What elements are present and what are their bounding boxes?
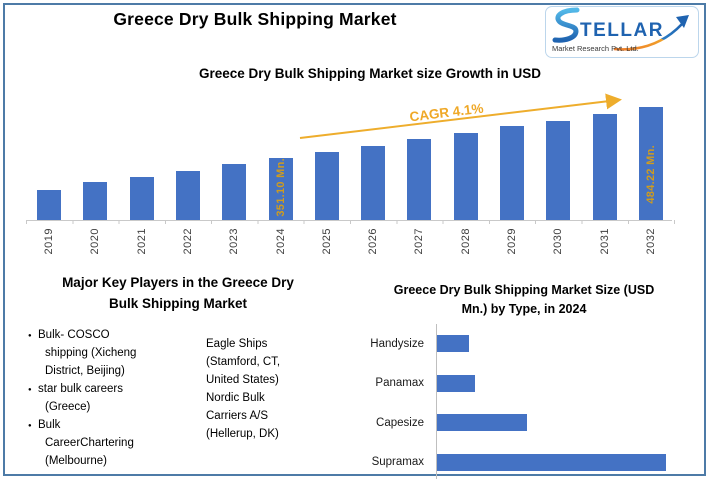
key-players-list: Bulk- COSCO shipping (Xicheng District, … bbox=[28, 326, 198, 470]
type-label: Supramax bbox=[371, 456, 424, 469]
type-row: Capesize bbox=[352, 403, 696, 443]
bar-value-label: 351.10 Mn. bbox=[274, 158, 287, 217]
growth-bar-slot: 2026 bbox=[350, 101, 396, 254]
bar-supramax bbox=[437, 453, 666, 471]
type-chart-title-line1: Greece Dry Bulk Shipping Market Size (US… bbox=[393, 283, 655, 297]
cagr-annotation: CAGR 4.1% bbox=[299, 93, 622, 139]
growth-bar-slot: 2020 bbox=[72, 101, 118, 254]
year-label: 2032 bbox=[644, 228, 657, 255]
year-label: 2028 bbox=[459, 228, 472, 255]
logo-arrow-icon bbox=[613, 23, 683, 51]
bar-2024 bbox=[268, 158, 293, 220]
type-label: Handysize bbox=[370, 337, 424, 350]
key-player-item: Bulk- COSCO shipping (Xicheng District, … bbox=[28, 326, 198, 380]
year-label: 2022 bbox=[181, 228, 194, 255]
growth-bar-slot: 2022 bbox=[165, 101, 211, 254]
type-label: Capesize bbox=[376, 416, 424, 429]
growth-bar-slot: 2027 bbox=[396, 101, 442, 254]
type-label: Panamax bbox=[375, 377, 424, 390]
key-players-columns: Bulk- COSCO shipping (Xicheng District, … bbox=[12, 322, 344, 470]
growth-bar-slot: 2019 bbox=[26, 101, 72, 254]
bar-2026 bbox=[361, 145, 386, 220]
growth-bar-slot: 351.10 Mn. 2024 bbox=[257, 101, 303, 254]
stellar-logo-graphic: TELLAR Market Research Pvt. Ltd. bbox=[552, 7, 689, 53]
year-label: 2027 bbox=[413, 228, 426, 255]
logo-arrowhead-icon bbox=[676, 15, 689, 28]
key-players-heading: Major Key Players in the Greece Dry Bulk… bbox=[28, 272, 328, 314]
stellar-s-swoosh bbox=[552, 7, 580, 43]
key-player-item: Bulk CareerChartering (Melbourne) bbox=[28, 416, 198, 470]
type-rows: Handysize Panamax Capesize Supramax bbox=[352, 324, 696, 479]
bar-2028 bbox=[453, 132, 478, 220]
bar-2020 bbox=[83, 182, 108, 220]
bar-2027 bbox=[407, 139, 432, 220]
growth-bar-slot: 2031 bbox=[581, 101, 627, 254]
year-label: 2023 bbox=[228, 228, 241, 255]
year-label: 2026 bbox=[367, 228, 380, 255]
type-row: Supramax bbox=[352, 442, 696, 479]
bar-capesize bbox=[437, 414, 527, 432]
bar-2025 bbox=[314, 151, 339, 220]
year-label: 2021 bbox=[135, 228, 148, 255]
bar-2029 bbox=[499, 125, 524, 220]
key-players-column2: Eagle Ships (Stamford, CT, United States… bbox=[198, 322, 326, 470]
key-players-section: Major Key Players in the Greece Dry Bulk… bbox=[12, 272, 344, 470]
stellar-logo: TELLAR Market Research Pvt. Ltd. bbox=[545, 6, 699, 58]
type-bar-track bbox=[436, 442, 696, 479]
bar-2019 bbox=[37, 189, 62, 220]
growth-bar-slot: 2030 bbox=[535, 101, 581, 254]
type-bar-track bbox=[436, 363, 696, 403]
key-player-item: Nordic Bulk Carriers A/S (Hellerup, DK) bbox=[206, 392, 279, 440]
page-title: Greece Dry Bulk Shipping Market bbox=[113, 9, 397, 29]
type-row: Panamax bbox=[352, 363, 696, 403]
key-player-item: Eagle Ships (Stamford, CT, United States… bbox=[206, 338, 281, 386]
key-player-item: star bulk careers (Greece) bbox=[28, 380, 198, 416]
year-label: 2024 bbox=[274, 228, 287, 255]
growth-bar-slot: 2029 bbox=[489, 101, 535, 254]
stellar-wordmark: TELLAR bbox=[580, 20, 664, 41]
type-chart-section: Greece Dry Bulk Shipping Market Size (US… bbox=[352, 277, 696, 479]
growth-bar-slot: 484.22 Mn. 2032 bbox=[628, 101, 674, 254]
bar-2032 bbox=[638, 107, 663, 220]
growth-bar-slot: 2023 bbox=[211, 101, 257, 254]
growth-bar-slot: 2028 bbox=[443, 101, 489, 254]
key-players-column1: Bulk- COSCO shipping (Xicheng District, … bbox=[28, 322, 198, 470]
year-label: 2019 bbox=[43, 228, 56, 255]
bar-2030 bbox=[546, 120, 571, 220]
bar-handysize bbox=[437, 335, 469, 353]
year-label: 2029 bbox=[505, 228, 518, 255]
type-row: Handysize bbox=[352, 324, 696, 364]
bar-2023 bbox=[222, 164, 247, 220]
bar-2031 bbox=[592, 114, 617, 220]
cagr-arrow-icon bbox=[299, 93, 622, 139]
growth-axis-ticks bbox=[26, 220, 676, 224]
key-players-heading-line1: Major Key Players in the Greece Dry bbox=[62, 275, 294, 290]
bar-2021 bbox=[129, 177, 154, 220]
logo-tagline: Market Research Pvt. Ltd. bbox=[552, 44, 639, 53]
growth-bar-slot: 2021 bbox=[119, 101, 165, 254]
year-label: 2020 bbox=[89, 228, 102, 255]
year-label: 2025 bbox=[320, 228, 333, 255]
bar-2022 bbox=[175, 170, 200, 220]
bar-panamax bbox=[437, 374, 475, 392]
type-bar-track bbox=[436, 324, 696, 364]
year-label: 2031 bbox=[598, 228, 611, 255]
type-chart-title-line2: Mn.) by Type, in 2024 bbox=[461, 302, 587, 316]
growth-bar-slot: 2025 bbox=[304, 101, 350, 254]
year-label: 2030 bbox=[552, 228, 565, 255]
type-chart-title: Greece Dry Bulk Shipping Market Size (US… bbox=[352, 277, 696, 319]
growth-chart-title: Greece Dry Bulk Shipping Market size Gro… bbox=[198, 66, 542, 81]
type-bar-track bbox=[436, 403, 696, 443]
key-players-heading-line2: Bulk Shipping Market bbox=[108, 296, 247, 311]
growth-bars: 2019 2020 2021 2022 2023 351.10 Mn. 2024 2025 20… bbox=[26, 101, 674, 254]
